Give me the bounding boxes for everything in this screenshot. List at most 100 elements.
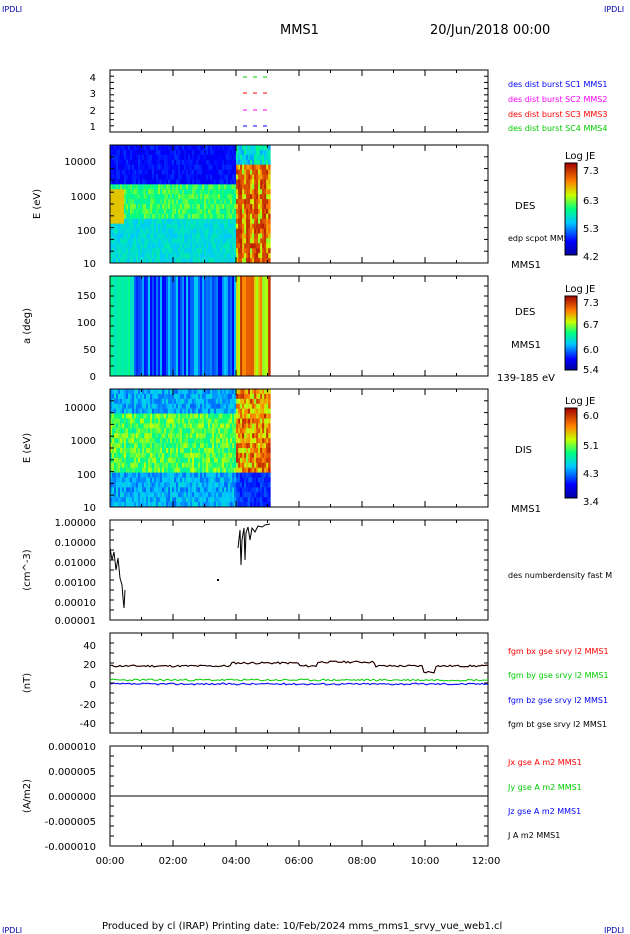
des-energy-cell bbox=[136, 164, 139, 171]
dis-energy-cell bbox=[112, 443, 115, 449]
des-energy-cell bbox=[232, 208, 235, 215]
des-energy-cell bbox=[172, 253, 175, 259]
des-energy-cell bbox=[168, 258, 171, 264]
dis-energy-cell bbox=[160, 389, 163, 395]
des-energy-cell bbox=[212, 184, 215, 190]
dis-energy-cell bbox=[112, 398, 115, 405]
des-energy-cell bbox=[236, 164, 239, 171]
des-energy-cell bbox=[148, 238, 151, 244]
des-energy-cell bbox=[122, 204, 125, 210]
dis-energy-cell bbox=[168, 413, 171, 419]
des-energy-cell bbox=[168, 228, 171, 234]
dis-energy-cell bbox=[236, 393, 239, 400]
dis-energy-cell bbox=[130, 452, 133, 459]
dis-energy-cell bbox=[256, 428, 259, 434]
des-energy-cell bbox=[206, 179, 209, 185]
dis-energy-cell bbox=[160, 487, 163, 493]
des-pitch-cell bbox=[124, 276, 127, 376]
dis-energy-cell bbox=[152, 472, 155, 478]
dis-energy-cell bbox=[222, 482, 225, 488]
dis-energy-cell bbox=[236, 502, 239, 508]
dis-energy-cell bbox=[138, 418, 141, 424]
des-energy-cell bbox=[178, 179, 181, 185]
des-energy-cell bbox=[212, 154, 215, 161]
des-energy-cell bbox=[148, 218, 151, 225]
des-energy-cell bbox=[240, 243, 243, 249]
dis-energy-cell bbox=[130, 467, 133, 474]
des-energy-cell bbox=[194, 145, 197, 151]
des-energy-cell bbox=[262, 218, 265, 225]
dis-energy-cell bbox=[218, 448, 221, 454]
des-pitch-cbar-tick: 6.7 bbox=[583, 320, 599, 331]
des-energy-cell bbox=[198, 184, 201, 190]
des-energy-cell bbox=[142, 179, 145, 185]
dis-energy-cell bbox=[110, 428, 113, 434]
des-energy-cell bbox=[244, 179, 247, 185]
dis-energy-cell bbox=[190, 497, 193, 503]
des-energy-cell bbox=[154, 199, 157, 205]
dis-energy-cell bbox=[212, 393, 215, 400]
des-energy-cell bbox=[158, 218, 161, 225]
dis-energy-cell bbox=[208, 487, 211, 493]
dis-energy-cell bbox=[248, 423, 251, 429]
des-energy-cell bbox=[144, 223, 147, 230]
des-energy-cell bbox=[194, 238, 197, 244]
des-energy-cell bbox=[178, 189, 181, 195]
dis-energy-cell bbox=[190, 487, 193, 493]
dis-energy-cell bbox=[254, 423, 257, 429]
dis-energy-cell bbox=[224, 467, 227, 474]
dis-energy-cell bbox=[200, 393, 203, 400]
dis-energy-cell bbox=[262, 418, 265, 424]
dis-energy-cell bbox=[180, 482, 183, 488]
des-energy-cell bbox=[218, 189, 221, 195]
des-energy-cell bbox=[114, 238, 117, 244]
des-energy-cell bbox=[118, 145, 121, 151]
dis-energy-cell bbox=[124, 443, 127, 449]
des-energy-cell bbox=[162, 218, 165, 225]
dis-energy-cell bbox=[136, 448, 139, 454]
des-energy-cell bbox=[142, 253, 145, 259]
dis-energy-cell bbox=[120, 457, 123, 464]
des-energy-cell bbox=[164, 223, 167, 230]
des-energy-cell bbox=[248, 218, 251, 225]
des-energy-cell bbox=[240, 159, 243, 166]
dis-energy-cell bbox=[162, 472, 165, 478]
des-energy-cell bbox=[206, 169, 209, 175]
des-pitch-cell bbox=[230, 276, 233, 376]
des-energy-cell bbox=[124, 199, 127, 205]
dis-energy-cell bbox=[134, 389, 137, 395]
des-energy-cell bbox=[118, 169, 121, 175]
burst-ytick: 1 bbox=[90, 122, 96, 133]
dis-energy-cell bbox=[156, 452, 159, 459]
des-energy-cell bbox=[238, 213, 241, 220]
dis-energy-cell bbox=[200, 452, 203, 459]
des-energy-cell bbox=[254, 174, 257, 180]
des-energy-cell bbox=[218, 258, 221, 264]
des-energy-cell bbox=[250, 208, 253, 215]
des-energy-cell bbox=[154, 164, 157, 171]
des-energy-cell bbox=[202, 164, 205, 171]
des-energy-cell bbox=[174, 184, 177, 190]
des-energy-cell bbox=[260, 248, 263, 254]
dis-energy-cell bbox=[238, 457, 241, 464]
des-energy-cell bbox=[206, 189, 209, 195]
des-pitch-ytick: 0 bbox=[90, 372, 96, 383]
dis-energy-cell bbox=[186, 457, 189, 464]
des-energy-cell bbox=[192, 243, 195, 249]
des-energy-cell bbox=[254, 238, 257, 244]
dis-energy-cell bbox=[162, 418, 165, 424]
des-energy-cell bbox=[236, 169, 239, 175]
dis-energy-cell bbox=[218, 398, 221, 405]
des-energy-cell bbox=[196, 223, 199, 230]
des-energy-cell bbox=[256, 174, 259, 180]
dis-energy-cell bbox=[234, 433, 237, 439]
dis-energy-cell bbox=[176, 487, 179, 493]
des-energy-cell bbox=[110, 184, 113, 190]
dis-energy-ytick: 10000 bbox=[64, 403, 96, 414]
des-energy-cell bbox=[266, 159, 269, 166]
dis-energy-cell bbox=[260, 497, 263, 503]
dis-energy-cell bbox=[176, 492, 179, 498]
dis-energy-cell bbox=[118, 467, 121, 474]
dis-energy-cell bbox=[194, 428, 197, 434]
des-energy-cell bbox=[146, 213, 149, 220]
